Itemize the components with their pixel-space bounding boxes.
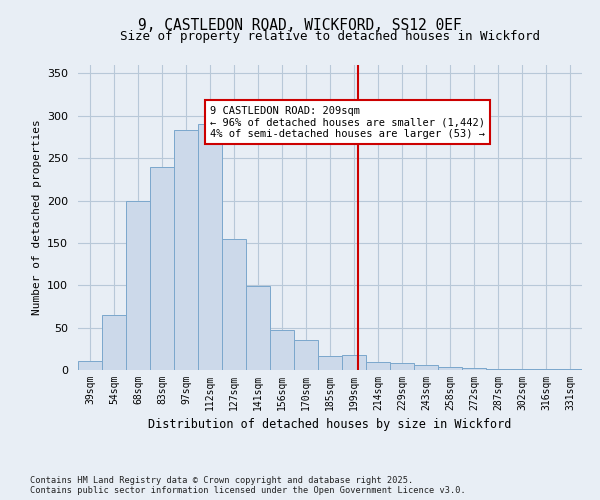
Title: Size of property relative to detached houses in Wickford: Size of property relative to detached ho… bbox=[120, 30, 540, 43]
Bar bbox=[342, 355, 366, 370]
Bar bbox=[366, 362, 390, 370]
Bar bbox=[150, 166, 174, 370]
Text: 9 CASTLEDON ROAD: 209sqm
← 96% of detached houses are smaller (1,442)
4% of semi: 9 CASTLEDON ROAD: 209sqm ← 96% of detach… bbox=[210, 106, 485, 139]
Bar bbox=[486, 369, 510, 370]
Bar bbox=[294, 340, 318, 370]
Bar bbox=[390, 363, 414, 370]
Text: 9, CASTLEDON ROAD, WICKFORD, SS12 0EF: 9, CASTLEDON ROAD, WICKFORD, SS12 0EF bbox=[138, 18, 462, 32]
X-axis label: Distribution of detached houses by size in Wickford: Distribution of detached houses by size … bbox=[148, 418, 512, 432]
Bar bbox=[126, 200, 150, 370]
Bar bbox=[78, 360, 102, 370]
Bar bbox=[102, 315, 126, 370]
Bar bbox=[414, 365, 438, 370]
Y-axis label: Number of detached properties: Number of detached properties bbox=[32, 120, 41, 316]
Text: Contains HM Land Registry data © Crown copyright and database right 2025.
Contai: Contains HM Land Registry data © Crown c… bbox=[30, 476, 466, 495]
Bar bbox=[510, 369, 534, 370]
Bar bbox=[438, 366, 462, 370]
Bar bbox=[270, 330, 294, 370]
Bar bbox=[198, 124, 222, 370]
Bar bbox=[534, 369, 558, 370]
Bar bbox=[318, 356, 342, 370]
Bar bbox=[246, 286, 270, 370]
Bar bbox=[558, 369, 582, 370]
Bar bbox=[462, 368, 486, 370]
Bar bbox=[174, 130, 198, 370]
Bar bbox=[222, 238, 246, 370]
